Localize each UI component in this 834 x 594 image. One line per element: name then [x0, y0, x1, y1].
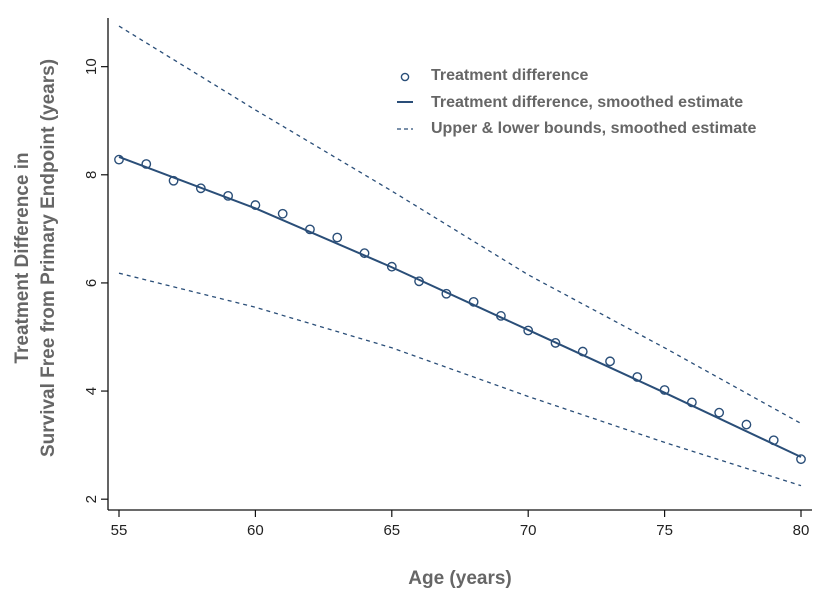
x-axis-title: Age (years) — [408, 568, 512, 589]
legend-marker-circle — [400, 72, 410, 82]
x-tick-label: 65 — [383, 522, 400, 539]
y-tick-label: 8 — [83, 171, 100, 179]
legend-label-smoothed-estimate: Treatment difference, smoothed estimate — [431, 94, 743, 111]
y-axis-ticks: 2 4 6 8 10 — [83, 58, 108, 503]
y-axis-title-line-2: Survival Free from Primary Endpoint (yea… — [38, 59, 59, 457]
upper-bound-line — [118, 25, 802, 425]
y-tick-label: 6 — [83, 279, 100, 287]
data-point — [114, 154, 124, 165]
legend: Treatment difference Treatment differenc… — [397, 67, 756, 137]
legend-label-treatment-difference: Treatment difference — [431, 67, 588, 84]
x-tick-label: 80 — [793, 522, 810, 539]
x-tick-label: 55 — [111, 522, 128, 539]
data-point — [332, 232, 343, 243]
smoothed-estimate-line — [118, 156, 802, 458]
data-point — [550, 338, 561, 348]
x-axis-ticks: 55 60 65 70 75 80 — [111, 510, 810, 539]
data-point — [523, 325, 534, 336]
lower-bound-line — [118, 272, 802, 487]
y-axis-title-line-1: Treatment Difference in — [12, 152, 33, 363]
data-point — [605, 356, 615, 367]
data-point — [386, 261, 397, 272]
legend-label-bounds: Upper & lower bounds, smoothed estimate — [431, 120, 756, 137]
data-point — [741, 419, 752, 430]
y-tick-label: 2 — [83, 495, 100, 503]
data-point — [714, 407, 725, 418]
y-axis-title: Treatment Difference in Survival Free fr… — [12, 59, 59, 457]
x-tick-label: 70 — [520, 522, 537, 539]
y-tick-label: 10 — [83, 58, 100, 75]
data-point — [796, 454, 806, 465]
x-tick-label: 75 — [656, 522, 673, 539]
plot-marks — [114, 25, 806, 487]
y-tick-label: 4 — [83, 387, 100, 395]
data-point — [277, 208, 288, 219]
x-tick-label: 60 — [247, 522, 264, 539]
